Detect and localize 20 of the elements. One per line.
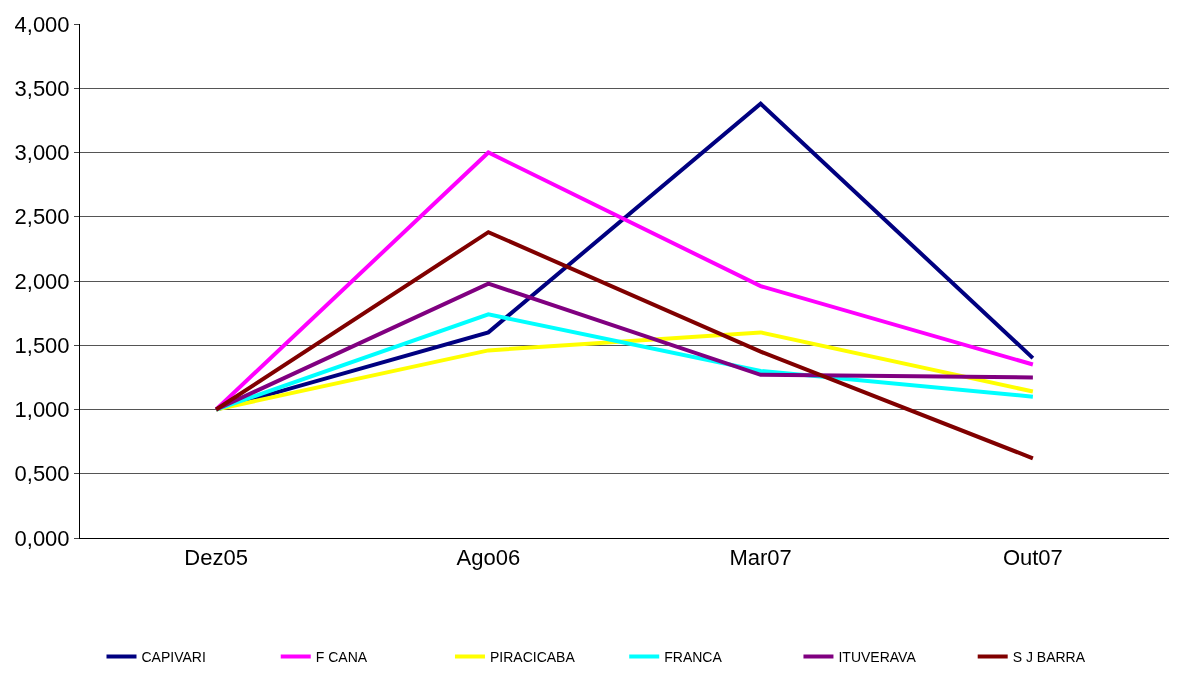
- y-tick-label: 4,000: [14, 11, 70, 37]
- y-tick-label: 2,500: [14, 204, 70, 230]
- legend-label: FRANCA: [664, 648, 723, 665]
- y-tick-label: 1,000: [14, 397, 70, 423]
- line-series: [214, 230, 1035, 461]
- y-tick-label: 0,500: [14, 461, 70, 487]
- x-tick-label: Dez05: [184, 545, 248, 571]
- legend-label: S J BARRA: [1012, 648, 1086, 665]
- x-tick-label: Ago06: [456, 545, 521, 571]
- x-tick-label: Mar07: [729, 545, 792, 571]
- legend-label: ITUVERAVA: [838, 648, 917, 665]
- y-tick-label: 3,000: [14, 140, 70, 166]
- legend-label: CAPIVARI: [141, 648, 206, 665]
- y-tick-label: 3,500: [14, 75, 70, 101]
- x-tick-label: Out07: [1002, 545, 1063, 571]
- y-tick-label: 0,000: [14, 525, 70, 551]
- y-tick-label: 2,000: [14, 268, 70, 294]
- y-tick-label: 1,500: [14, 332, 70, 358]
- legend-label: PIRACICABA: [489, 648, 576, 665]
- legend-label: F CANA: [315, 648, 368, 665]
